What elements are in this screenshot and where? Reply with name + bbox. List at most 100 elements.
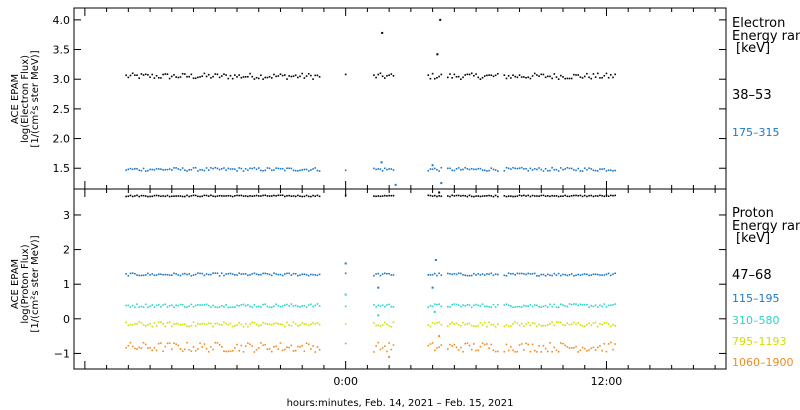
data-point: [377, 304, 380, 307]
data-point: [290, 167, 293, 170]
data-point: [479, 305, 482, 307]
data-point: [601, 76, 603, 79]
data-point: [588, 322, 590, 325]
data-point: [244, 76, 247, 78]
data-point: [564, 274, 566, 276]
data-point: [214, 306, 217, 308]
data-point: [192, 77, 195, 79]
data-point: [194, 166, 197, 169]
data-point: [453, 73, 456, 76]
data-point: [131, 168, 134, 171]
data-point: [577, 322, 580, 324]
data-point-outlier: [440, 182, 443, 185]
data-point: [581, 77, 584, 79]
data-point: [603, 74, 606, 77]
data-point: [601, 194, 603, 197]
data-point: [290, 324, 293, 327]
data-point: [134, 306, 136, 309]
data-point: [470, 167, 473, 170]
data-point: [186, 325, 188, 328]
data-point: [557, 170, 560, 172]
data-point: [473, 195, 475, 198]
data-point: [192, 194, 195, 197]
data-point: [179, 195, 182, 197]
data-point: [614, 325, 616, 327]
data-point: [127, 324, 130, 327]
data-point: [197, 170, 199, 172]
proton-ylabel-line-1: ACE EPAM: [10, 259, 21, 309]
data-point: [160, 342, 162, 344]
data-point: [553, 73, 556, 75]
data-point: [475, 303, 477, 306]
data-point: [510, 305, 512, 307]
data-point: [140, 305, 143, 308]
data-point: [497, 195, 499, 198]
data-point: [466, 304, 469, 306]
data-point: [579, 170, 582, 172]
data-point: [601, 323, 603, 326]
data-point: [171, 75, 173, 78]
data-point: [299, 324, 301, 326]
data-point: [473, 343, 475, 345]
data-point: [464, 274, 466, 277]
data-point: [197, 322, 199, 325]
data-point: [503, 74, 506, 76]
data-point: [436, 347, 438, 349]
data-point: [433, 322, 436, 325]
data-point: [433, 194, 436, 197]
data-point: [260, 169, 262, 172]
data-point: [388, 272, 390, 275]
data-point: [142, 306, 145, 308]
data-point: [546, 306, 549, 308]
data-point: [470, 72, 473, 75]
data-point: [520, 166, 523, 169]
data-point: [525, 195, 527, 197]
data-point: [510, 273, 512, 275]
data-point: [605, 321, 608, 324]
data-point: [299, 195, 301, 198]
data-point: [299, 75, 301, 78]
data-point: [294, 323, 297, 325]
data-point: [436, 274, 438, 277]
data-point: [566, 166, 569, 169]
y-tick-label-electron: 1.5: [53, 162, 71, 175]
data-point: [225, 350, 227, 353]
data-point: [166, 273, 169, 276]
data-point: [546, 350, 549, 353]
data-point: [512, 349, 514, 352]
data-point: [275, 75, 277, 78]
data-point: [294, 195, 297, 198]
data-point: [312, 305, 314, 308]
data-point: [431, 168, 434, 171]
data-point: [555, 349, 558, 352]
data-point: [494, 350, 497, 353]
data-point: [292, 75, 295, 77]
data-point: [588, 194, 590, 197]
data-point: [203, 304, 206, 306]
data-point: [275, 273, 277, 275]
data-point: [601, 305, 603, 308]
data-point: [314, 304, 317, 307]
data-point: [171, 348, 173, 351]
data-point: [316, 169, 319, 172]
data-point: [181, 273, 184, 275]
data-point: [127, 76, 130, 79]
electron-legend-title-3: [keV]: [736, 41, 770, 56]
data-point: [318, 170, 321, 172]
data-point: [301, 195, 303, 198]
data-point: [451, 169, 453, 172]
data-point: [460, 78, 462, 80]
data-point: [538, 323, 540, 326]
data-point: [536, 325, 538, 328]
data-point: [507, 75, 510, 77]
proton-legend-title-3: [keV]: [736, 231, 770, 246]
data-point: [307, 343, 310, 346]
data-point: [177, 274, 180, 276]
data-point: [542, 194, 545, 197]
data-point: [431, 72, 434, 75]
data-point: [144, 303, 147, 306]
data-point: [447, 348, 449, 350]
data-point: [220, 323, 223, 326]
data-point: [240, 344, 243, 347]
data-point: [310, 169, 312, 171]
